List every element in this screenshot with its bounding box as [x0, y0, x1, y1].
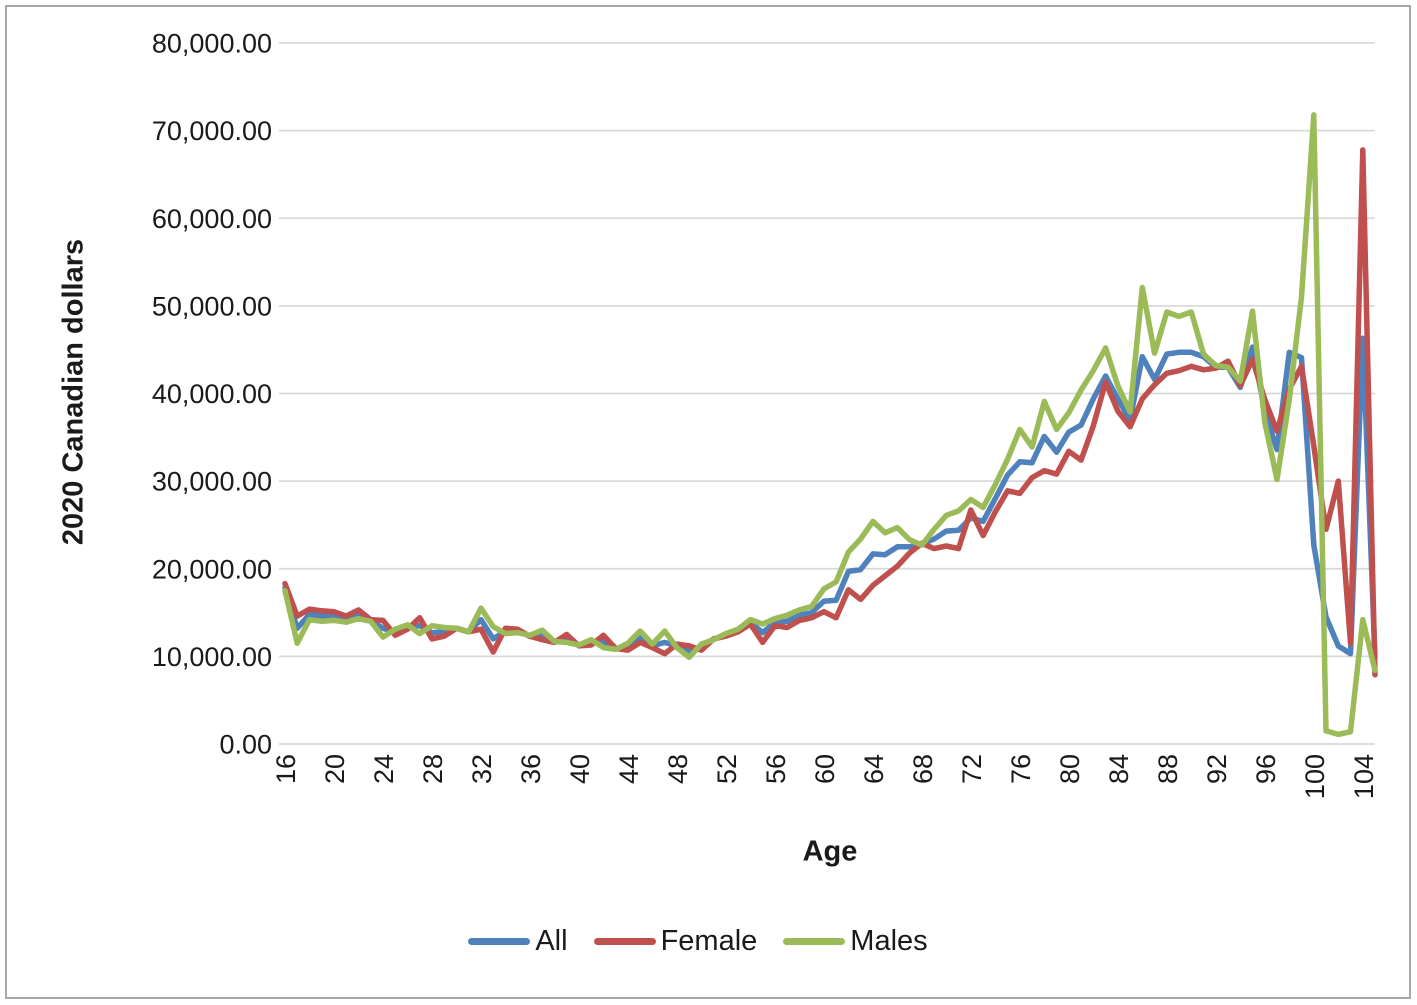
x-tick-label: 100 [1300, 754, 1330, 799]
x-tick-label: 64 [859, 754, 889, 784]
x-tick-label: 28 [418, 754, 448, 784]
x-tick-label: 36 [516, 754, 546, 784]
chart-legend: All Female Males [0, 920, 1396, 962]
legend-line-swatch-female [593, 937, 656, 945]
x-tick-label: 20 [320, 754, 350, 784]
legend-item-males: Males [783, 924, 928, 958]
x-tick-label: 60 [810, 754, 840, 784]
legend-item-all: All [468, 924, 568, 958]
legend-line-swatch-all [468, 937, 531, 945]
x-tick-label: 40 [565, 754, 595, 784]
legend-line-swatch-males [783, 937, 846, 945]
series-line-all [282, 335, 1378, 661]
series-line-female [282, 147, 1378, 678]
x-tick-label: 52 [712, 754, 742, 784]
x-tick-label: 72 [957, 754, 987, 784]
y-axis-title: 2020 Canadian dollars [57, 238, 90, 546]
x-tick-label: 80 [1055, 754, 1085, 784]
y-tick-label: 60,000.00 [152, 204, 272, 234]
x-tick-label: 104 [1349, 754, 1379, 799]
x-tick-label: 84 [1104, 754, 1134, 784]
y-tick-label: 40,000.00 [152, 379, 272, 409]
x-tick-label: 68 [908, 754, 938, 784]
y-tick-label: 0.00 [219, 730, 272, 760]
legend-label-all: All [535, 924, 568, 957]
x-tick-label: 76 [1006, 754, 1036, 784]
series-line-males [282, 112, 1378, 738]
y-tick-label: 30,000.00 [152, 467, 272, 497]
y-tick-label: 70,000.00 [152, 116, 272, 146]
x-tick-label: 32 [467, 754, 497, 784]
x-tick-label: 92 [1202, 754, 1232, 784]
y-tick-label: 80,000.00 [152, 29, 272, 59]
legend-item-female: Female [593, 924, 758, 958]
image-border [5, 5, 1411, 999]
x-tick-label: 48 [663, 754, 693, 784]
y-tick-label: 20,000.00 [152, 554, 272, 584]
legend-label-males: Males [850, 924, 928, 957]
y-tick-label: 50,000.00 [152, 291, 272, 321]
x-tick-label: 96 [1251, 754, 1281, 784]
legend-label-female: Female [660, 924, 758, 957]
x-tick-label: 88 [1153, 754, 1183, 784]
x-tick-label: 44 [614, 754, 644, 784]
x-tick-label: 24 [369, 754, 399, 784]
y-tick-label: 10,000.00 [152, 642, 272, 672]
x-axis-title: Age [802, 835, 858, 868]
x-tick-label: 56 [761, 754, 791, 784]
x-tick-label: 16 [271, 754, 301, 784]
